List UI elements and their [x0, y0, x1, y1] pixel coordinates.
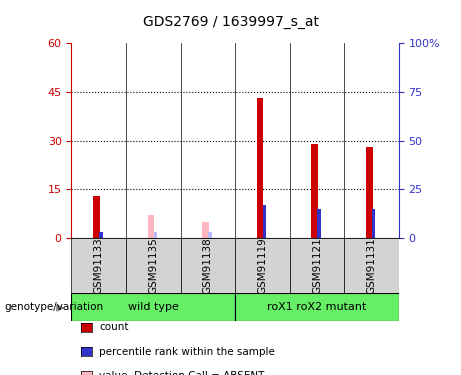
- Bar: [71, 292, 235, 321]
- Bar: [99, 232, 102, 238]
- Text: GSM91135: GSM91135: [148, 237, 158, 294]
- Bar: [93, 196, 100, 238]
- Bar: [235, 292, 399, 321]
- Text: percentile rank within the sample: percentile rank within the sample: [99, 346, 275, 357]
- Bar: [181, 238, 235, 292]
- Bar: [257, 98, 264, 238]
- Text: GSM91119: GSM91119: [257, 237, 267, 294]
- Text: GSM91133: GSM91133: [94, 237, 104, 294]
- Text: count: count: [99, 322, 129, 332]
- Bar: [71, 238, 126, 292]
- Text: roX1 roX2 mutant: roX1 roX2 mutant: [267, 302, 366, 312]
- Bar: [344, 238, 399, 292]
- Bar: [312, 144, 318, 238]
- Bar: [318, 209, 321, 238]
- Bar: [208, 232, 212, 238]
- Text: GSM91131: GSM91131: [366, 237, 377, 294]
- Text: GSM91121: GSM91121: [312, 237, 322, 294]
- Bar: [235, 238, 290, 292]
- Text: genotype/variation: genotype/variation: [5, 302, 104, 312]
- Bar: [366, 147, 372, 238]
- Text: GDS2769 / 1639997_s_at: GDS2769 / 1639997_s_at: [142, 15, 319, 29]
- Text: GSM91138: GSM91138: [203, 237, 213, 294]
- Bar: [148, 215, 154, 238]
- Bar: [372, 209, 375, 238]
- Text: value, Detection Call = ABSENT: value, Detection Call = ABSENT: [99, 371, 265, 375]
- Bar: [154, 232, 157, 238]
- Bar: [202, 222, 209, 238]
- Bar: [290, 238, 344, 292]
- Text: wild type: wild type: [128, 302, 179, 312]
- Bar: [263, 205, 266, 238]
- Bar: [126, 238, 181, 292]
